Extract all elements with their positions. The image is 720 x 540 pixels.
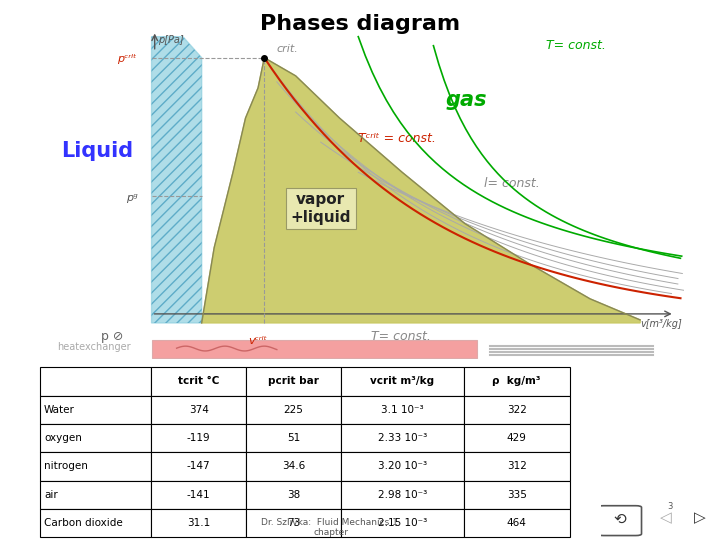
Polygon shape bbox=[202, 58, 640, 323]
Bar bbox=[341, 367, 464, 395]
Text: 38: 38 bbox=[287, 490, 300, 500]
Text: -119: -119 bbox=[186, 433, 210, 443]
Text: air: air bbox=[44, 490, 58, 500]
Text: heatexchanger: heatexchanger bbox=[58, 342, 131, 352]
Bar bbox=[40, 395, 151, 424]
Text: v[m³/kg]: v[m³/kg] bbox=[640, 320, 682, 329]
Text: 374: 374 bbox=[189, 404, 209, 415]
Bar bbox=[40, 509, 151, 537]
Text: pᵍ: pᵍ bbox=[127, 193, 138, 203]
Text: Phases diagram: Phases diagram bbox=[260, 14, 460, 33]
Bar bbox=[464, 452, 570, 481]
Bar bbox=[152, 340, 477, 357]
Bar bbox=[151, 424, 246, 452]
FancyBboxPatch shape bbox=[598, 505, 642, 536]
Bar bbox=[246, 452, 341, 481]
Text: ▷: ▷ bbox=[694, 510, 706, 525]
Bar bbox=[464, 395, 570, 424]
Bar bbox=[341, 509, 464, 537]
Text: 2.15 10⁻³: 2.15 10⁻³ bbox=[378, 518, 427, 528]
Text: 225: 225 bbox=[284, 404, 303, 415]
Bar bbox=[40, 481, 151, 509]
Bar bbox=[341, 452, 464, 481]
Bar bbox=[464, 424, 570, 452]
Text: 73: 73 bbox=[287, 518, 300, 528]
Bar bbox=[151, 367, 246, 395]
Text: Liquid: Liquid bbox=[60, 141, 133, 161]
Text: ρ  kg/m³: ρ kg/m³ bbox=[492, 376, 541, 387]
Bar bbox=[246, 481, 341, 509]
Bar bbox=[341, 481, 464, 509]
Text: 51: 51 bbox=[287, 433, 300, 443]
Text: ◁: ◁ bbox=[660, 510, 672, 525]
Text: tcrit °C: tcrit °C bbox=[178, 376, 220, 387]
Text: pcrit bar: pcrit bar bbox=[268, 376, 319, 387]
Bar bbox=[341, 395, 464, 424]
Text: -141: -141 bbox=[186, 490, 210, 500]
Bar bbox=[40, 424, 151, 452]
Bar bbox=[246, 367, 341, 395]
Text: 429: 429 bbox=[507, 433, 526, 443]
Text: 3: 3 bbox=[667, 502, 673, 511]
Bar bbox=[246, 509, 341, 537]
Text: 322: 322 bbox=[507, 404, 526, 415]
Bar bbox=[40, 367, 151, 395]
Bar bbox=[151, 509, 246, 537]
Text: 34.6: 34.6 bbox=[282, 461, 305, 471]
Text: 464: 464 bbox=[507, 518, 526, 528]
Text: 3.20 10⁻³: 3.20 10⁻³ bbox=[378, 461, 427, 471]
Text: oxygen: oxygen bbox=[44, 433, 82, 443]
Bar bbox=[464, 509, 570, 537]
Text: gas: gas bbox=[446, 90, 487, 110]
Text: ⟲: ⟲ bbox=[613, 512, 626, 527]
Text: pᶜʳᴵᵗ: pᶜʳᴵᵗ bbox=[117, 55, 137, 64]
Text: vᶜʳᴵᵗ: vᶜʳᴵᵗ bbox=[248, 336, 268, 346]
Bar bbox=[246, 395, 341, 424]
Text: T= const.: T= const. bbox=[371, 329, 431, 342]
Bar bbox=[341, 424, 464, 452]
Text: Water: Water bbox=[44, 404, 75, 415]
Text: 335: 335 bbox=[507, 490, 526, 500]
Bar bbox=[464, 367, 570, 395]
Text: Carbon dioxide: Carbon dioxide bbox=[44, 518, 123, 528]
Bar bbox=[151, 452, 246, 481]
Text: T= const.: T= const. bbox=[546, 39, 606, 52]
Text: nitrogen: nitrogen bbox=[44, 461, 88, 471]
Text: crit.: crit. bbox=[277, 44, 299, 54]
Text: p[Pa]: p[Pa] bbox=[158, 35, 184, 45]
Bar bbox=[151, 395, 246, 424]
Text: 312: 312 bbox=[507, 461, 526, 471]
Text: vapor
+liquid: vapor +liquid bbox=[290, 192, 351, 225]
Text: p ⊘: p ⊘ bbox=[102, 329, 124, 342]
Text: 31.1: 31.1 bbox=[187, 518, 210, 528]
Text: vcrit m³/kg: vcrit m³/kg bbox=[370, 376, 434, 387]
Text: l= const.: l= const. bbox=[484, 177, 539, 190]
Polygon shape bbox=[152, 37, 202, 323]
Text: Tᶜʳᴵᵗ = const.: Tᶜʳᴵᵗ = const. bbox=[359, 132, 436, 145]
Text: 3.1 10⁻³: 3.1 10⁻³ bbox=[381, 404, 423, 415]
Text: -147: -147 bbox=[186, 461, 210, 471]
Bar bbox=[151, 481, 246, 509]
Text: Dr. Szlivka:  Fluid Mechanics 1.
chapter: Dr. Szlivka: Fluid Mechanics 1. chapter bbox=[261, 518, 401, 537]
Bar bbox=[40, 452, 151, 481]
Text: 2.98 10⁻³: 2.98 10⁻³ bbox=[378, 490, 427, 500]
Bar bbox=[464, 481, 570, 509]
Text: 2.33 10⁻³: 2.33 10⁻³ bbox=[378, 433, 427, 443]
Bar bbox=[246, 424, 341, 452]
